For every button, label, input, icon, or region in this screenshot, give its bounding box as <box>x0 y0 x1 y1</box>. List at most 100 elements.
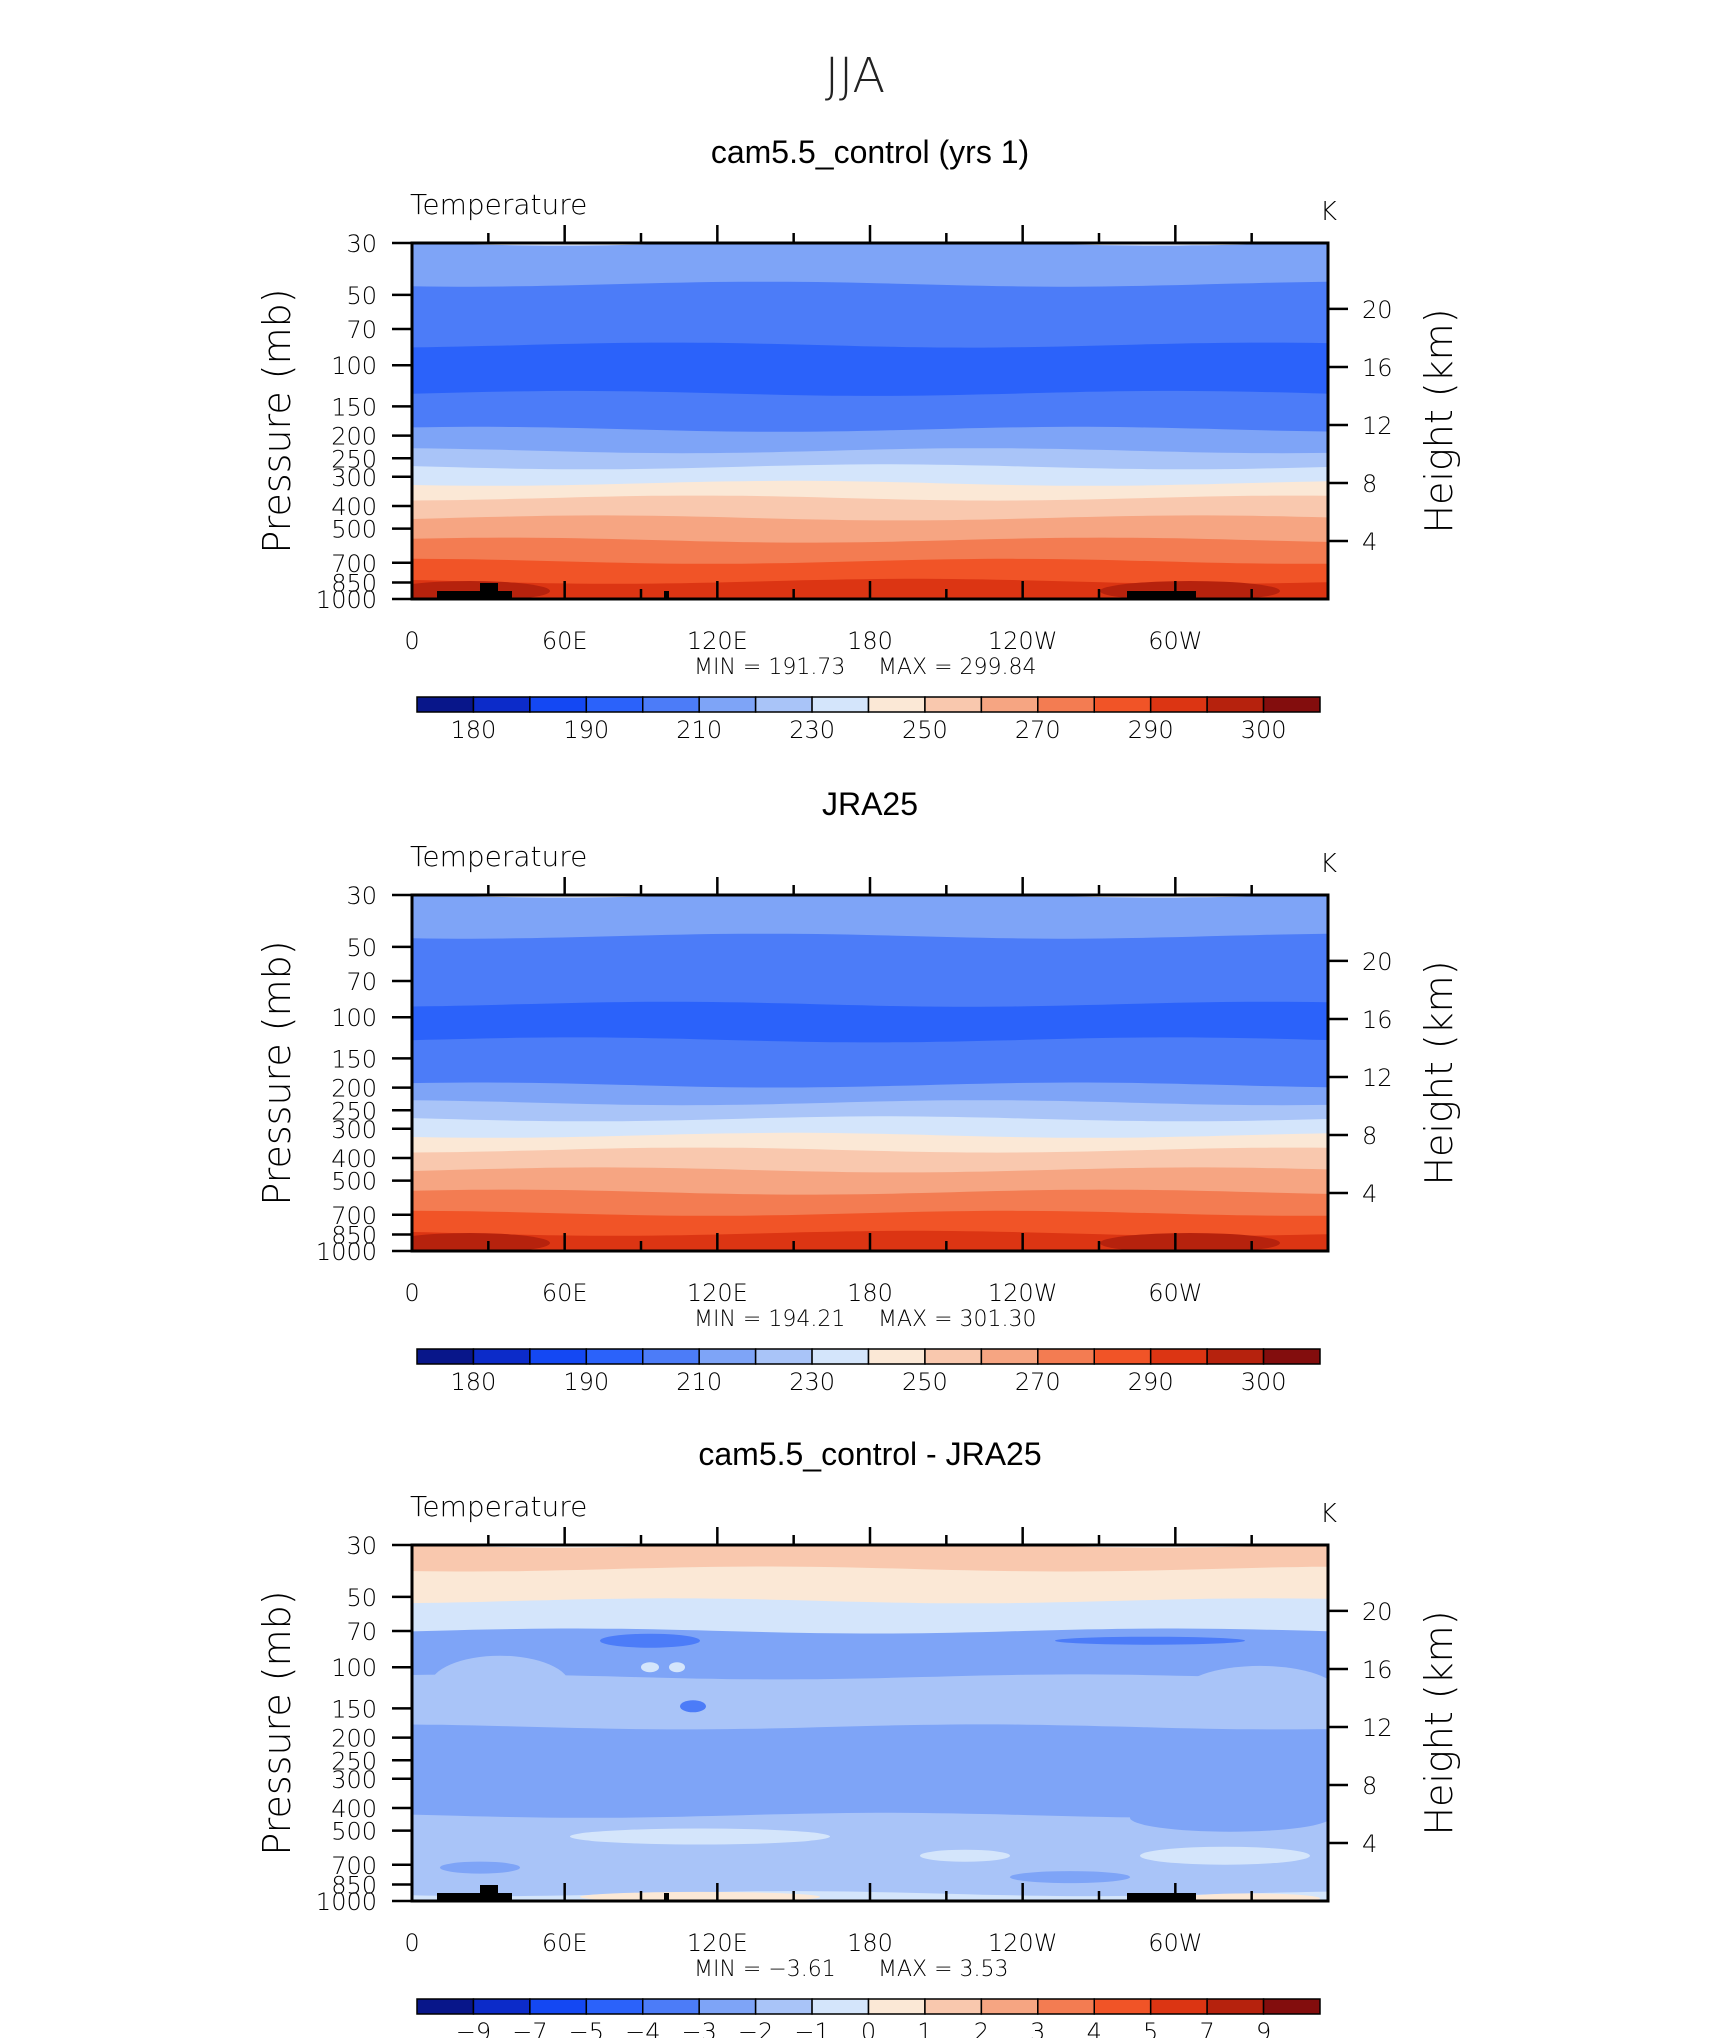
y-tick-label: 500 <box>331 516 377 544</box>
contour-blob <box>570 1828 830 1845</box>
y-tick-label: 700 <box>331 550 377 578</box>
x-tick-label: 120E <box>687 1279 748 1307</box>
y-right-tick-label: 16 <box>1362 1006 1393 1034</box>
max-value: MAX = 299.84 <box>878 655 1037 680</box>
colorbar-swatch <box>1262 1348 1321 1365</box>
y-tick-label: 100 <box>331 352 377 380</box>
x-tick-label: 120E <box>687 627 748 655</box>
y-axis-right-title: Height (km) <box>1417 960 1461 1185</box>
y-right-tick-label: 4 <box>1362 1180 1377 1208</box>
panels: cam5.5_control (yrs 1)Temperature K0 60E 12… <box>255 134 1461 2038</box>
panel-1: cam5.5_control (yrs 1) Temperature K 0 60E 12… <box>255 134 1461 744</box>
variable-label: Temperature <box>410 840 587 873</box>
plot-area <box>412 895 1328 1251</box>
contour-blob <box>810 1698 990 1719</box>
y-tick-label: 200 <box>331 1725 377 1753</box>
y-tick-label: 30 <box>346 230 377 258</box>
variable-label: Temperature <box>410 188 587 221</box>
colorbar-swatch <box>529 696 588 713</box>
y-tick-label: 70 <box>346 968 377 996</box>
y-tick-label: 250 <box>331 1747 377 1775</box>
colorbar-swatch <box>472 1348 531 1365</box>
panel-title: cam5.5_control - JRA25 <box>698 1436 1041 1472</box>
y-axis-title: Pressure (mb) <box>255 1590 299 1855</box>
y-tick-label: 70 <box>346 316 377 344</box>
y-tick-label: 1000 <box>316 1238 377 1266</box>
y-axis-title: Pressure (mb) <box>255 940 299 1205</box>
y-axis-title: Pressure (mb) <box>255 288 299 553</box>
surface-warm-blob <box>1100 1233 1280 1251</box>
contour-blob <box>1130 1803 1328 1832</box>
colorbar-swatch <box>867 696 926 713</box>
colorbar-swatch <box>642 696 700 713</box>
colorbar-label: 210 <box>676 716 722 744</box>
colorbar-label: 180 <box>450 716 496 744</box>
colorbar-label: −9 <box>456 2018 491 2038</box>
x-tick-label: 60E <box>542 1279 588 1307</box>
colorbar-swatch <box>472 696 531 713</box>
x-tick-label: 60W <box>1148 1279 1202 1307</box>
x-tick-label: 60W <box>1148 1929 1202 1957</box>
y-right-tick-label: 20 <box>1362 1598 1393 1626</box>
variable-label: Temperature <box>410 1490 587 1523</box>
terrain-block <box>664 591 669 599</box>
y-tick-label: 700 <box>331 1852 377 1880</box>
colorbar-label: −5 <box>569 2018 604 2038</box>
x-tick-label: 60E <box>542 627 588 655</box>
y-tick-label: 100 <box>331 1654 377 1682</box>
colorbar-swatch <box>1037 1998 1096 2015</box>
x-tick-label: 180 <box>847 1279 893 1307</box>
colorbar-label: 190 <box>563 716 609 744</box>
x-tick-label: 120W <box>988 627 1058 655</box>
y-axis-right-title: Height (km) <box>1417 1610 1461 1835</box>
colorbar-swatch <box>1206 1998 1265 2015</box>
contour-blob <box>440 1861 520 1874</box>
y-tick-label: 400 <box>331 1795 377 1823</box>
x-tick-label: 120E <box>687 1929 748 1957</box>
colorbar-label: −4 <box>625 2018 660 2038</box>
colorbar-label: −7 <box>512 2018 547 2038</box>
colorbar-swatch <box>867 1348 926 1365</box>
x-tick-label: 0 <box>404 627 419 655</box>
colorbar-label: 230 <box>789 716 835 744</box>
colorbar-swatch <box>754 1998 813 2015</box>
colorbar-label: 5 <box>1143 2018 1158 2038</box>
y-tick-label: 1000 <box>316 1888 377 1916</box>
terrain-block <box>664 1893 669 1901</box>
colorbar-swatch <box>980 1998 1039 2015</box>
min-value: MIN = −3.61 <box>694 1957 836 1982</box>
colorbar-swatch <box>698 696 757 713</box>
page-title: JJA <box>825 48 885 104</box>
y-right-tick-label: 4 <box>1362 528 1377 556</box>
colorbar-label: 2 <box>974 2018 989 2038</box>
colorbar-label: −1 <box>794 2018 829 2038</box>
colorbar-swatch <box>472 1998 531 2015</box>
y-right-tick-label: 12 <box>1362 412 1393 440</box>
panel-title: cam5.5_control (yrs 1) <box>711 134 1029 170</box>
y-right-tick-label: 12 <box>1362 1064 1393 1092</box>
colorbar-swatch <box>585 696 644 713</box>
colorbar-swatch <box>1149 1348 1208 1365</box>
colorbar-swatch <box>1149 1998 1208 2015</box>
y-right-tick-label: 16 <box>1362 354 1393 382</box>
min-value: MIN = 194.21 <box>694 1307 845 1332</box>
x-tick-label: 60E <box>542 1929 588 1957</box>
colorbar-swatch <box>1206 696 1265 713</box>
y-right-tick-label: 8 <box>1362 470 1377 498</box>
colorbar-swatch <box>529 1348 588 1365</box>
colorbar-label: 270 <box>1015 716 1061 744</box>
y-tick-label: 300 <box>331 1116 377 1144</box>
terrain-block <box>437 591 512 599</box>
colorbar-label: 4 <box>1087 2018 1102 2038</box>
y-right-tick-label: 20 <box>1362 296 1393 324</box>
surface-warm-blob <box>412 1233 550 1251</box>
y-tick-label: 30 <box>346 882 377 910</box>
y-tick-label: 250 <box>331 445 377 473</box>
y-right-tick-label: 12 <box>1362 1714 1393 1742</box>
colorbar-label: 250 <box>902 1368 948 1396</box>
contour-blob <box>1055 1636 1245 1645</box>
colorbar-swatch <box>698 1348 757 1365</box>
colorbar-swatch <box>811 696 870 713</box>
x-tick-label: 180 <box>847 1929 893 1957</box>
